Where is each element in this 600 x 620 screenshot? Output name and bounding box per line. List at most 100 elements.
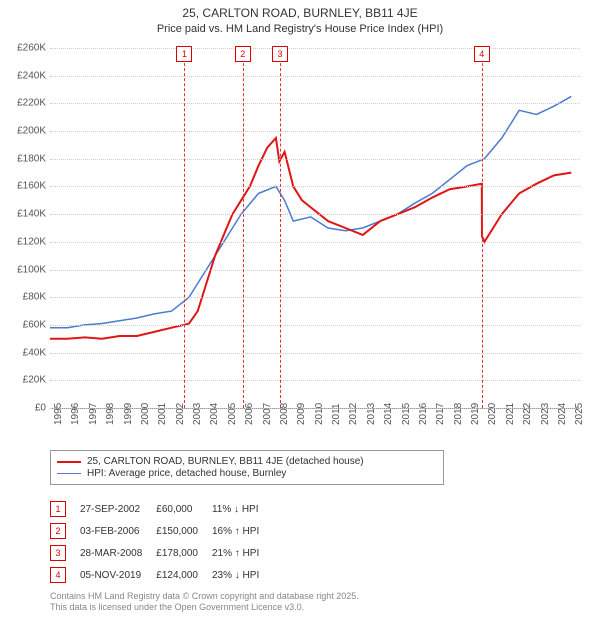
event-price: £150,000 [156, 520, 212, 542]
x-axis-label: 2020 [487, 403, 498, 425]
y-axis-label: £0 [4, 403, 46, 414]
y-gridline [50, 270, 580, 271]
y-axis-label: £20K [4, 375, 46, 386]
x-axis-label: 2025 [574, 403, 585, 425]
x-axis-label: 2015 [401, 403, 412, 425]
y-gridline [50, 103, 580, 104]
event-row: 127-SEP-2002£60,00011% ↓ HPI [50, 498, 273, 520]
legend-swatch [57, 461, 81, 463]
event-row: 328-MAR-2008£178,00021% ↑ HPI [50, 542, 273, 564]
event-id: 1 [50, 498, 80, 520]
x-axis-label: 2001 [157, 403, 168, 425]
event-marker-line [184, 48, 185, 408]
y-axis-label: £40K [4, 347, 46, 358]
x-axis-label: 2016 [418, 403, 429, 425]
attrib-line2: This data is licensed under the Open Gov… [50, 602, 359, 614]
event-delta: 11% ↓ HPI [212, 498, 273, 520]
event-delta: 23% ↓ HPI [212, 564, 273, 586]
chart-title: 25, CARLTON ROAD, BURNLEY, BB11 4JE Pric… [0, 0, 600, 36]
attribution: Contains HM Land Registry data © Crown c… [50, 591, 359, 614]
y-axis-label: £240K [4, 70, 46, 81]
x-axis-label: 1997 [88, 403, 99, 425]
x-axis-label: 1996 [70, 403, 81, 425]
y-axis-label: £260K [4, 43, 46, 54]
x-axis-label: 2004 [209, 403, 220, 425]
x-axis-label: 2003 [192, 403, 203, 425]
y-axis-label: £180K [4, 153, 46, 164]
x-axis-label: 1995 [53, 403, 64, 425]
attrib-line1: Contains HM Land Registry data © Crown c… [50, 591, 359, 603]
x-axis-label: 2024 [557, 403, 568, 425]
x-axis-label: 2006 [244, 403, 255, 425]
event-delta: 21% ↑ HPI [212, 542, 273, 564]
x-axis-label: 2007 [262, 403, 273, 425]
chart-area: £0£20K£40K£60K£80K£100K£120K£140K£160K£1… [50, 48, 580, 409]
x-axis-label: 2005 [227, 403, 238, 425]
x-axis-label: 2013 [366, 403, 377, 425]
event-row: 203-FEB-2006£150,00016% ↑ HPI [50, 520, 273, 542]
y-axis-label: £220K [4, 98, 46, 109]
x-axis-label: 2018 [453, 403, 464, 425]
title-line2: Price paid vs. HM Land Registry's House … [0, 22, 600, 36]
event-marker-box: 4 [474, 46, 490, 62]
legend-label: 25, CARLTON ROAD, BURNLEY, BB11 4JE (det… [87, 456, 364, 467]
y-axis-label: £120K [4, 236, 46, 247]
event-price: £60,000 [156, 498, 212, 520]
y-gridline [50, 131, 580, 132]
legend-label: HPI: Average price, detached house, Burn… [87, 468, 286, 479]
y-gridline [50, 214, 580, 215]
x-axis-label: 1998 [105, 403, 116, 425]
event-marker-line [243, 48, 244, 408]
y-gridline [50, 297, 580, 298]
event-price: £124,000 [156, 564, 212, 586]
x-axis-label: 2019 [470, 403, 481, 425]
event-price: £178,000 [156, 542, 212, 564]
events-table: 127-SEP-2002£60,00011% ↓ HPI203-FEB-2006… [50, 498, 273, 586]
event-id: 2 [50, 520, 80, 542]
event-delta: 16% ↑ HPI [212, 520, 273, 542]
y-gridline [50, 380, 580, 381]
y-gridline [50, 76, 580, 77]
y-axis-label: £200K [4, 126, 46, 137]
event-marker-box: 1 [176, 46, 192, 62]
legend-item: HPI: Average price, detached house, Burn… [57, 468, 437, 479]
y-axis-label: £100K [4, 264, 46, 275]
title-line1: 25, CARLTON ROAD, BURNLEY, BB11 4JE [0, 6, 600, 22]
x-axis-label: 2009 [296, 403, 307, 425]
event-marker-box: 2 [235, 46, 251, 62]
y-gridline [50, 325, 580, 326]
event-id: 4 [50, 564, 80, 586]
y-axis-label: £60K [4, 319, 46, 330]
y-gridline [50, 159, 580, 160]
x-axis-label: 1999 [123, 403, 134, 425]
event-date: 05-NOV-2019 [80, 564, 156, 586]
x-axis-label: 2012 [348, 403, 359, 425]
x-axis-label: 2010 [314, 403, 325, 425]
x-axis-label: 2017 [435, 403, 446, 425]
series-price_paid [50, 138, 571, 339]
y-gridline [50, 48, 580, 49]
y-gridline [50, 353, 580, 354]
legend-swatch [57, 473, 81, 474]
page-root: 25, CARLTON ROAD, BURNLEY, BB11 4JE Pric… [0, 0, 600, 620]
legend-item: 25, CARLTON ROAD, BURNLEY, BB11 4JE (det… [57, 456, 437, 467]
event-row: 405-NOV-2019£124,00023% ↓ HPI [50, 564, 273, 586]
x-axis-label: 2014 [383, 403, 394, 425]
event-id: 3 [50, 542, 80, 564]
x-axis-label: 2022 [522, 403, 533, 425]
y-axis-label: £160K [4, 181, 46, 192]
y-gridline [50, 186, 580, 187]
event-date: 03-FEB-2006 [80, 520, 156, 542]
chart-svg [50, 48, 580, 408]
x-axis-label: 2021 [505, 403, 516, 425]
event-date: 28-MAR-2008 [80, 542, 156, 564]
y-gridline [50, 242, 580, 243]
legend: 25, CARLTON ROAD, BURNLEY, BB11 4JE (det… [50, 450, 444, 485]
event-marker-line [280, 48, 281, 408]
x-axis-label: 2023 [540, 403, 551, 425]
y-axis-label: £140K [4, 209, 46, 220]
event-marker-box: 3 [272, 46, 288, 62]
y-axis-label: £80K [4, 292, 46, 303]
event-date: 27-SEP-2002 [80, 498, 156, 520]
x-axis-label: 2000 [140, 403, 151, 425]
